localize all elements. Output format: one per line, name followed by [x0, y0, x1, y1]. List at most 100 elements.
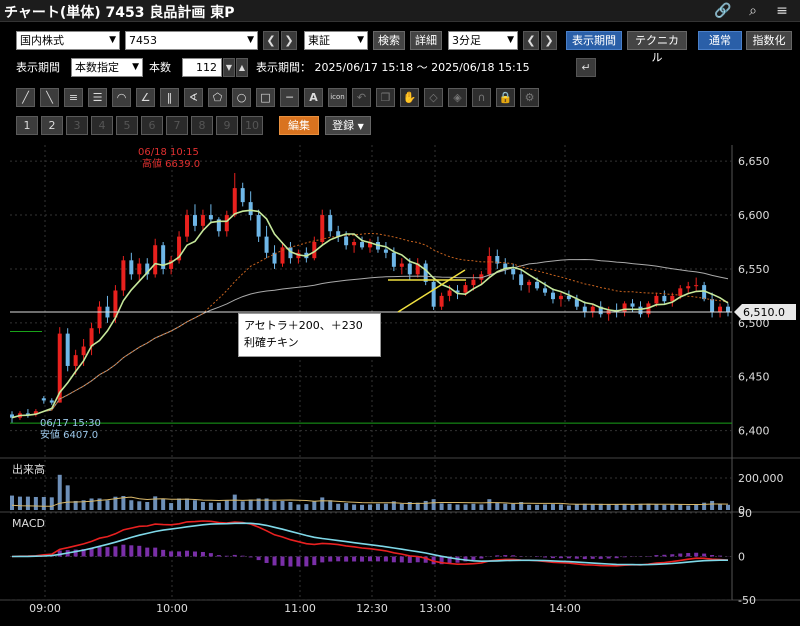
price-tick-label: 6,400	[738, 425, 770, 438]
candle	[487, 256, 492, 275]
circle-icon[interactable]: ○	[232, 88, 251, 107]
arc-icon[interactable]: ◠	[112, 88, 131, 107]
page-button-1[interactable]: 1	[16, 116, 38, 135]
macd-histogram-bar	[129, 545, 134, 557]
search-icon[interactable]: ⌕	[749, 3, 757, 19]
hand-icon[interactable]: ✋	[400, 88, 419, 107]
stock-code-input[interactable]: 7453 ▼	[125, 31, 258, 50]
volume-bar	[360, 504, 365, 510]
next-stock-button[interactable]: ❯	[281, 31, 297, 50]
rectangle-icon[interactable]: □	[256, 88, 275, 107]
macd-histogram-bar	[694, 552, 699, 557]
chevron-down-icon: ▼	[132, 62, 139, 72]
pentagon-icon[interactable]: ⬠	[208, 88, 227, 107]
volume-bar	[423, 500, 428, 510]
macd-histogram-bar	[463, 556, 468, 562]
hlines-icon[interactable]: ≡	[64, 88, 83, 107]
macd-histogram-bar	[495, 555, 500, 557]
channel-icon[interactable]: ☰	[88, 88, 107, 107]
count-down-button[interactable]: ▼	[223, 58, 235, 77]
period-range-text: 表示期間： 2025/06/17 15:18 ～ 2025/06/18 15:1…	[256, 61, 530, 74]
settings-icon[interactable]: ⚙	[520, 88, 539, 107]
volume-bar	[391, 501, 396, 510]
volume-bar	[622, 504, 627, 510]
page-button-9[interactable]: 9	[216, 116, 238, 135]
vlines-icon[interactable]: ‖	[160, 88, 179, 107]
copy-icon[interactable]: ❐	[376, 88, 395, 107]
ma-short-line	[11, 209, 729, 419]
line-icon[interactable]: ╱	[16, 88, 35, 107]
technical-button[interactable]: テクニカル	[627, 31, 687, 64]
search-button[interactable]: 検索	[373, 31, 405, 50]
macd-histogram-bar	[407, 556, 412, 563]
candle	[200, 215, 205, 226]
volume-bar	[288, 502, 293, 510]
volume-bar	[224, 500, 229, 510]
page-button-10[interactable]: 10	[241, 116, 263, 135]
magnet-icon[interactable]: ∩	[472, 88, 491, 107]
fan-icon[interactable]: ∠	[136, 88, 155, 107]
count-up-button[interactable]: ▲	[236, 58, 248, 77]
macd-histogram-bar	[352, 556, 357, 562]
macd-histogram-bar	[511, 555, 516, 557]
page-button-2[interactable]: 2	[41, 116, 63, 135]
edit-button[interactable]: 編集	[279, 116, 319, 135]
period-mode-select[interactable]: 本数指定 ▼	[71, 58, 143, 77]
macd-histogram-bar	[113, 546, 118, 557]
lock-icon[interactable]: 🔒	[496, 88, 515, 107]
exchange-select[interactable]: 東証 ▼	[304, 31, 368, 50]
annotation-box[interactable]: アセトラ＋200、＋230 利確チキン	[238, 313, 381, 357]
volume-bar	[57, 474, 62, 510]
volume-bar	[129, 500, 134, 510]
page-button-6[interactable]: 6	[141, 116, 163, 135]
prev-stock-button[interactable]: ❮	[263, 31, 279, 50]
interval-select[interactable]: 3分足 ▼	[448, 31, 518, 50]
macd-histogram-bar	[208, 553, 213, 557]
macd-histogram-bar	[654, 555, 659, 557]
ray-icon[interactable]: ╲	[40, 88, 59, 107]
candle	[598, 306, 603, 315]
candle	[431, 281, 436, 307]
register-button[interactable]: 登録 ▼	[325, 116, 371, 135]
macd-histogram-bar	[670, 554, 675, 557]
undo-icon[interactable]: ↶	[352, 88, 371, 107]
normal-button[interactable]: 通常	[698, 31, 742, 50]
macd-histogram-bar	[200, 551, 205, 557]
page-button-8[interactable]: 8	[191, 116, 213, 135]
candle	[503, 263, 508, 269]
candle	[360, 242, 365, 248]
detail-button[interactable]: 詳細	[410, 31, 442, 50]
market-select[interactable]: 国内株式 ▼	[16, 31, 120, 50]
macd-histogram-bar	[678, 553, 683, 557]
prev-interval-button[interactable]: ❮	[523, 31, 539, 50]
page-button-3[interactable]: 3	[66, 116, 88, 135]
menu-icon[interactable]: ≡	[776, 3, 788, 19]
text-icon[interactable]: A	[304, 88, 323, 107]
page-button-5[interactable]: 5	[116, 116, 138, 135]
volume-bar	[383, 503, 388, 510]
volume-bar	[10, 495, 14, 510]
erase-all-icon[interactable]: ◈	[448, 88, 467, 107]
angle-icon[interactable]: ∢	[184, 88, 203, 107]
macd-tick-label: 50	[738, 507, 752, 520]
macd-histogram-bar	[224, 555, 229, 557]
link-icon[interactable]: 🔗	[714, 3, 732, 19]
hline-icon[interactable]: ─	[280, 88, 299, 107]
macd-histogram-bar	[399, 556, 404, 563]
volume-bar	[320, 497, 325, 510]
volume-bar	[511, 503, 516, 510]
next-interval-button[interactable]: ❯	[541, 31, 557, 50]
page-button-4[interactable]: 4	[91, 116, 113, 135]
page-button-7[interactable]: 7	[166, 116, 188, 135]
volume-bar	[503, 503, 508, 510]
volume-tick-label: 0	[738, 504, 745, 517]
erase-icon[interactable]: ◇	[424, 88, 443, 107]
count-input[interactable]: 112	[182, 58, 222, 77]
volume-bar	[638, 503, 643, 510]
reload-icon[interactable]: ↵	[576, 58, 596, 77]
index-button[interactable]: 指数化	[746, 31, 792, 50]
icon-icon[interactable]: icon	[328, 88, 347, 107]
macd-histogram-bar	[368, 556, 372, 562]
candle	[232, 188, 237, 216]
period-button[interactable]: 表示期間	[566, 31, 622, 50]
